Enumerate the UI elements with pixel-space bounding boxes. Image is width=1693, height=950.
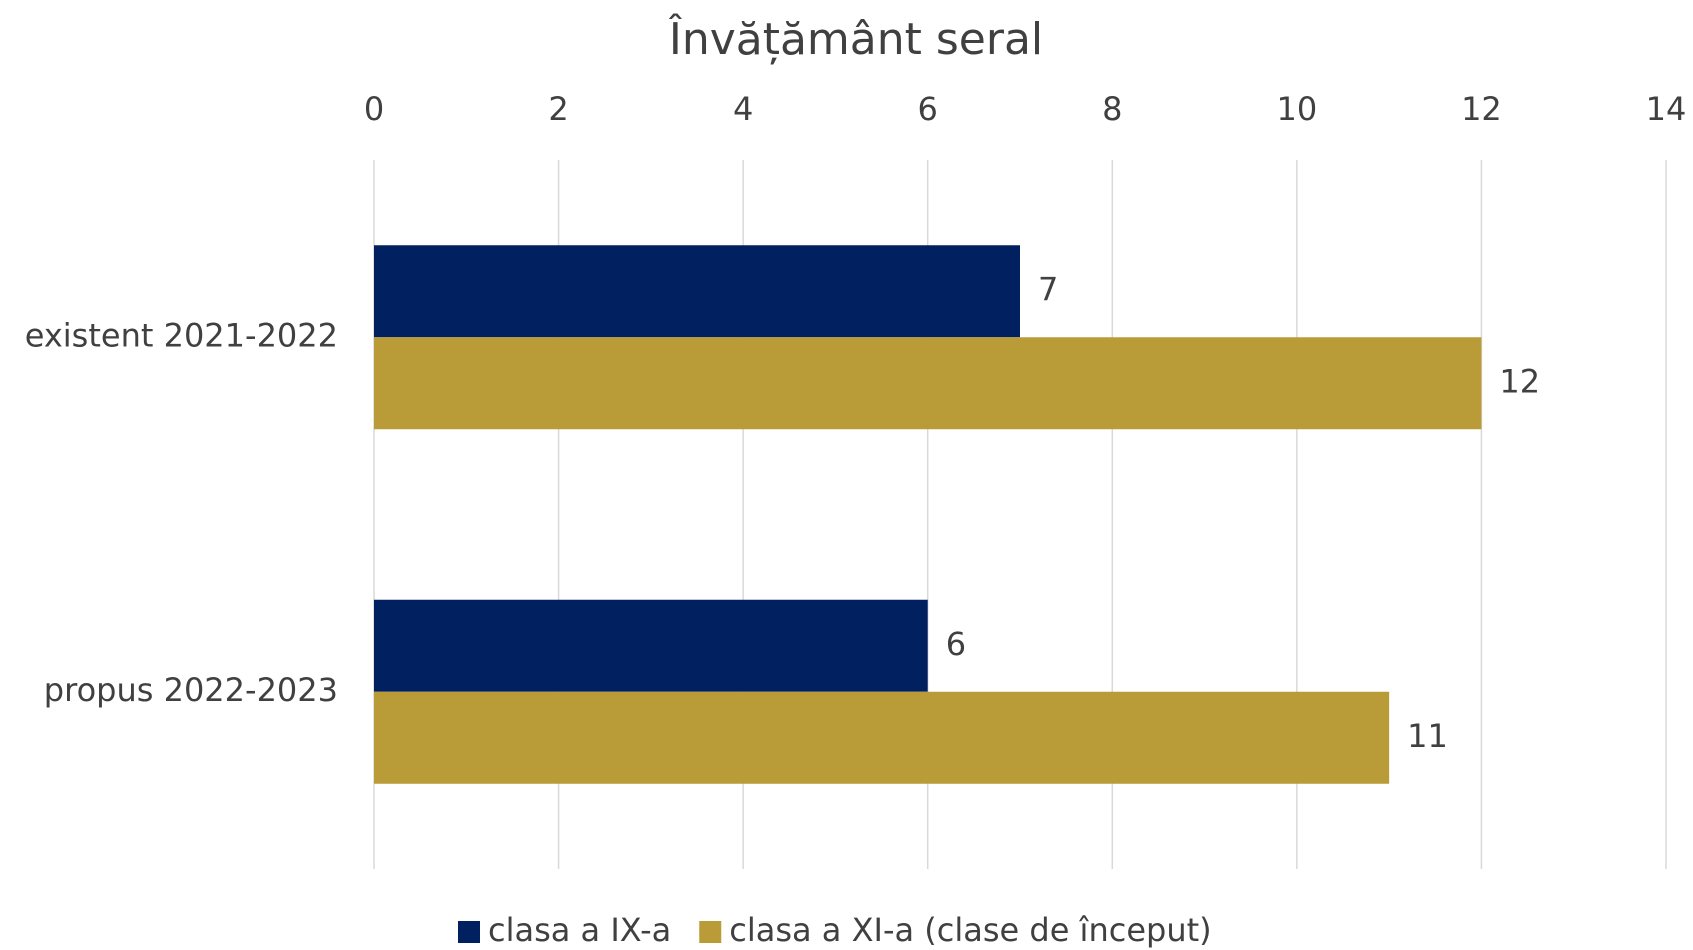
legend-label: clasa a XI-a (clase de început) bbox=[729, 911, 1211, 949]
data-label: 7 bbox=[1038, 270, 1058, 308]
x-tick-label: 8 bbox=[1102, 90, 1122, 128]
legend-swatch bbox=[699, 921, 722, 943]
x-tick-label: 2 bbox=[548, 90, 568, 128]
data-label: 6 bbox=[946, 625, 966, 663]
x-tick-label: 4 bbox=[733, 90, 753, 128]
y-tick-label: existent 2021-2022 bbox=[25, 316, 338, 354]
legend-label: clasa a IX-a bbox=[488, 911, 671, 949]
x-tick-label: 12 bbox=[1461, 90, 1502, 128]
bar bbox=[374, 245, 1020, 338]
x-tick-label: 0 bbox=[364, 90, 384, 128]
x-tick-label: 10 bbox=[1276, 90, 1317, 128]
x-tick-label: 6 bbox=[918, 90, 938, 128]
data-label: 12 bbox=[1499, 362, 1540, 400]
data-label: 11 bbox=[1407, 717, 1448, 755]
y-tick-label: propus 2022-2023 bbox=[44, 671, 338, 709]
bar bbox=[374, 337, 1482, 430]
legend-swatch bbox=[458, 921, 480, 943]
bar bbox=[374, 599, 928, 692]
bar bbox=[374, 691, 1390, 784]
x-tick-label: 14 bbox=[1646, 90, 1687, 128]
chart-title: Învățământ seral bbox=[668, 12, 1043, 65]
